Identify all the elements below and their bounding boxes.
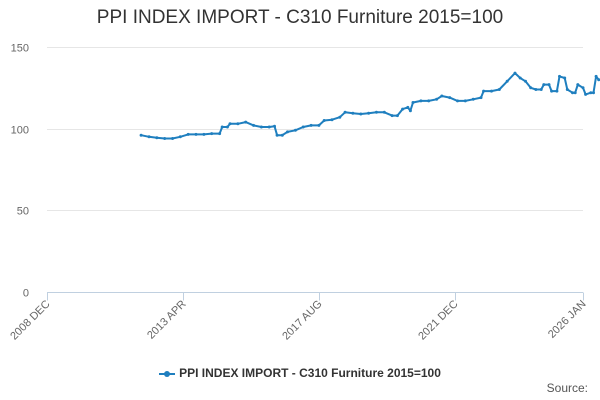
data-point (244, 120, 248, 124)
data-point (573, 91, 577, 95)
data-point (275, 133, 279, 137)
data-point (228, 122, 232, 126)
data-point (539, 88, 543, 91)
data-point (547, 83, 551, 87)
data-point (309, 123, 313, 127)
data-point (259, 125, 263, 129)
data-point (390, 114, 394, 118)
data-point (427, 99, 431, 103)
x-tick-label: 2013 APR (145, 298, 189, 342)
data-point (401, 107, 405, 111)
data-point (367, 111, 371, 115)
legend-label: PPI INDEX IMPORT - C310 Furniture 2015=1… (179, 366, 441, 380)
data-point (267, 125, 271, 129)
data-point (463, 99, 467, 103)
y-tick-label: 150 (11, 43, 29, 55)
data-point (435, 97, 439, 101)
data-point (534, 88, 538, 91)
data-point (147, 135, 151, 139)
data-point (338, 115, 342, 119)
data-point (322, 119, 326, 122)
data-point (448, 96, 452, 100)
series-line (140, 72, 600, 140)
y-axis-ticks: 0 50 100 150 (11, 43, 29, 300)
data-point (317, 123, 321, 127)
data-point (419, 99, 423, 103)
chart-title: PPI INDEX IMPORT - C310 Furniture 2015=1… (96, 7, 504, 28)
data-point (571, 91, 574, 95)
data-point (471, 97, 475, 101)
y-tick-label: 100 (11, 125, 29, 137)
data-point (163, 137, 167, 140)
data-point (382, 110, 386, 114)
source-label: Source: (546, 381, 588, 395)
data-point (210, 132, 214, 136)
data-point (456, 99, 459, 103)
data-point (558, 74, 561, 78)
data-point (225, 125, 229, 129)
data-point (280, 133, 284, 137)
data-point (406, 105, 410, 109)
x-tick-label: 2008 DEC (8, 298, 52, 342)
data-point (542, 83, 546, 87)
x-tick-label: 2026 JAN (546, 298, 589, 341)
data-point (343, 110, 347, 114)
gridlines (47, 47, 583, 211)
data-point (576, 83, 580, 87)
data-point (440, 94, 444, 98)
data-point (518, 76, 522, 80)
x-axis: 2008 DEC 2013 APR 2017 AUG 2021 DEC 2026 JAN (8, 292, 589, 343)
data-point (479, 96, 483, 100)
data-point (286, 130, 289, 134)
data-point (594, 74, 598, 78)
data-point (273, 124, 276, 128)
data-point (490, 89, 493, 93)
data-point (565, 88, 569, 91)
x-tick-label: 2021 DEC (416, 298, 460, 342)
data-point (301, 125, 305, 129)
data-point (482, 89, 486, 93)
data-point (139, 133, 143, 137)
legend-marker-icon (159, 369, 176, 379)
data-point (178, 135, 182, 139)
data-point (584, 92, 588, 96)
x-tick-label: 2017 AUG (280, 298, 324, 342)
data-point (550, 89, 554, 93)
data-point (236, 122, 240, 126)
legend[interactable]: PPI INDEX IMPORT - C310 Furniture 2015=1… (0, 366, 600, 380)
data-point (589, 91, 593, 95)
data-point (581, 86, 585, 90)
data-point (202, 132, 206, 136)
data-point (513, 71, 517, 75)
data-point (351, 111, 355, 115)
data-point (218, 132, 222, 136)
data-point (524, 79, 527, 83)
data-point (359, 112, 363, 116)
data-point (505, 79, 509, 83)
data-point (395, 114, 399, 118)
data-point (592, 91, 595, 95)
data-point (155, 136, 159, 140)
series-layer (139, 71, 600, 140)
y-tick-label: 0 (23, 288, 29, 300)
data-point (408, 109, 412, 113)
data-point (171, 137, 174, 140)
data-point (597, 78, 600, 82)
data-point (374, 110, 378, 114)
data-point (194, 132, 198, 136)
data-point (563, 76, 567, 80)
data-point (555, 89, 559, 93)
data-point (529, 86, 533, 90)
data-point (220, 125, 224, 129)
data-point (497, 88, 501, 91)
data-point (252, 123, 256, 127)
data-point (186, 132, 190, 136)
data-point (411, 101, 415, 104)
y-tick-label: 50 (17, 206, 29, 218)
data-point (293, 128, 297, 132)
data-point (330, 118, 334, 122)
